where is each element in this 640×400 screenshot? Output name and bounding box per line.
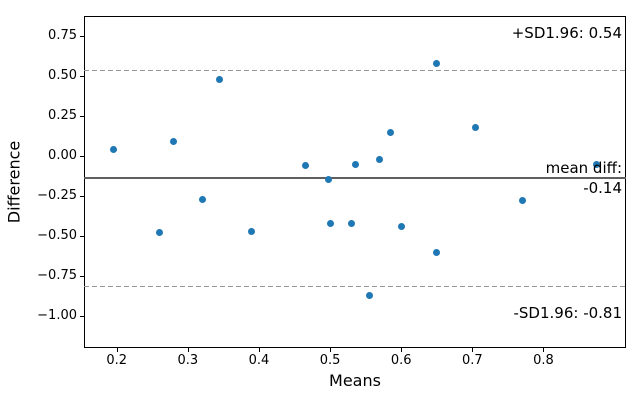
x-tick-label: 0.8 — [533, 353, 554, 368]
data-point — [155, 228, 163, 236]
data-point — [433, 248, 441, 256]
y-tick-mark — [80, 276, 84, 277]
data-point — [216, 75, 224, 83]
upper-reference-line — [84, 69, 626, 71]
x-axis-label: Means — [329, 371, 381, 390]
y-tick-label: −0.50 — [37, 228, 77, 243]
data-point — [347, 219, 355, 227]
y-tick-label: −0.75 — [37, 268, 77, 283]
y-tick-label: 0.00 — [48, 148, 77, 163]
data-point — [109, 146, 117, 154]
data-point — [170, 138, 178, 146]
x-tick-label: 0.2 — [106, 353, 128, 368]
x-tick-label: 0.6 — [390, 353, 412, 368]
y-tick-label: 0.25 — [48, 108, 77, 123]
data-point — [248, 227, 256, 235]
x-tick-label: 0.7 — [462, 353, 483, 368]
x-tick-mark — [187, 348, 189, 352]
x-tick-mark — [330, 348, 332, 352]
x-tick-label: 0.3 — [177, 353, 199, 368]
data-point — [365, 291, 373, 299]
data-point — [301, 162, 309, 170]
x-tick-mark — [401, 348, 403, 352]
data-point — [472, 123, 480, 131]
y-tick-mark — [80, 116, 84, 117]
x-tick-mark — [116, 348, 118, 352]
y-tick-mark — [80, 236, 84, 237]
mean-diff-annotation-label: mean diff: — [545, 159, 622, 178]
data-point — [387, 128, 395, 136]
y-tick-mark — [80, 36, 84, 37]
data-point — [593, 160, 601, 168]
y-tick-label: 0.50 — [48, 68, 77, 83]
mean-reference-line — [84, 177, 626, 180]
data-point — [397, 222, 405, 230]
data-point — [518, 197, 526, 205]
data-point — [326, 219, 334, 227]
data-point — [198, 195, 206, 203]
data-point — [433, 59, 441, 67]
data-point — [325, 175, 333, 183]
data-point — [376, 155, 384, 163]
lower-limit-annotation: -SD1.96: -0.81 — [513, 303, 622, 322]
lower-reference-line — [84, 285, 626, 287]
y-tick-mark — [80, 76, 84, 77]
x-tick-mark — [543, 348, 545, 352]
x-tick-label: 0.5 — [319, 353, 341, 368]
x-tick-label: 0.4 — [248, 353, 270, 368]
data-point — [351, 161, 359, 169]
y-tick-mark — [80, 156, 84, 157]
y-tick-label: −0.25 — [37, 188, 77, 203]
mean-diff-annotation-value: -0.14 — [583, 179, 622, 198]
y-tick-mark — [80, 316, 84, 317]
upper-limit-annotation: +SD1.96: 0.54 — [511, 24, 622, 42]
x-tick-mark — [258, 348, 260, 352]
x-tick-mark — [472, 348, 474, 352]
plot-area — [84, 16, 626, 348]
y-tick-mark — [80, 196, 84, 197]
y-tick-label: −1.00 — [37, 308, 77, 323]
y-tick-label: 0.75 — [48, 28, 77, 43]
